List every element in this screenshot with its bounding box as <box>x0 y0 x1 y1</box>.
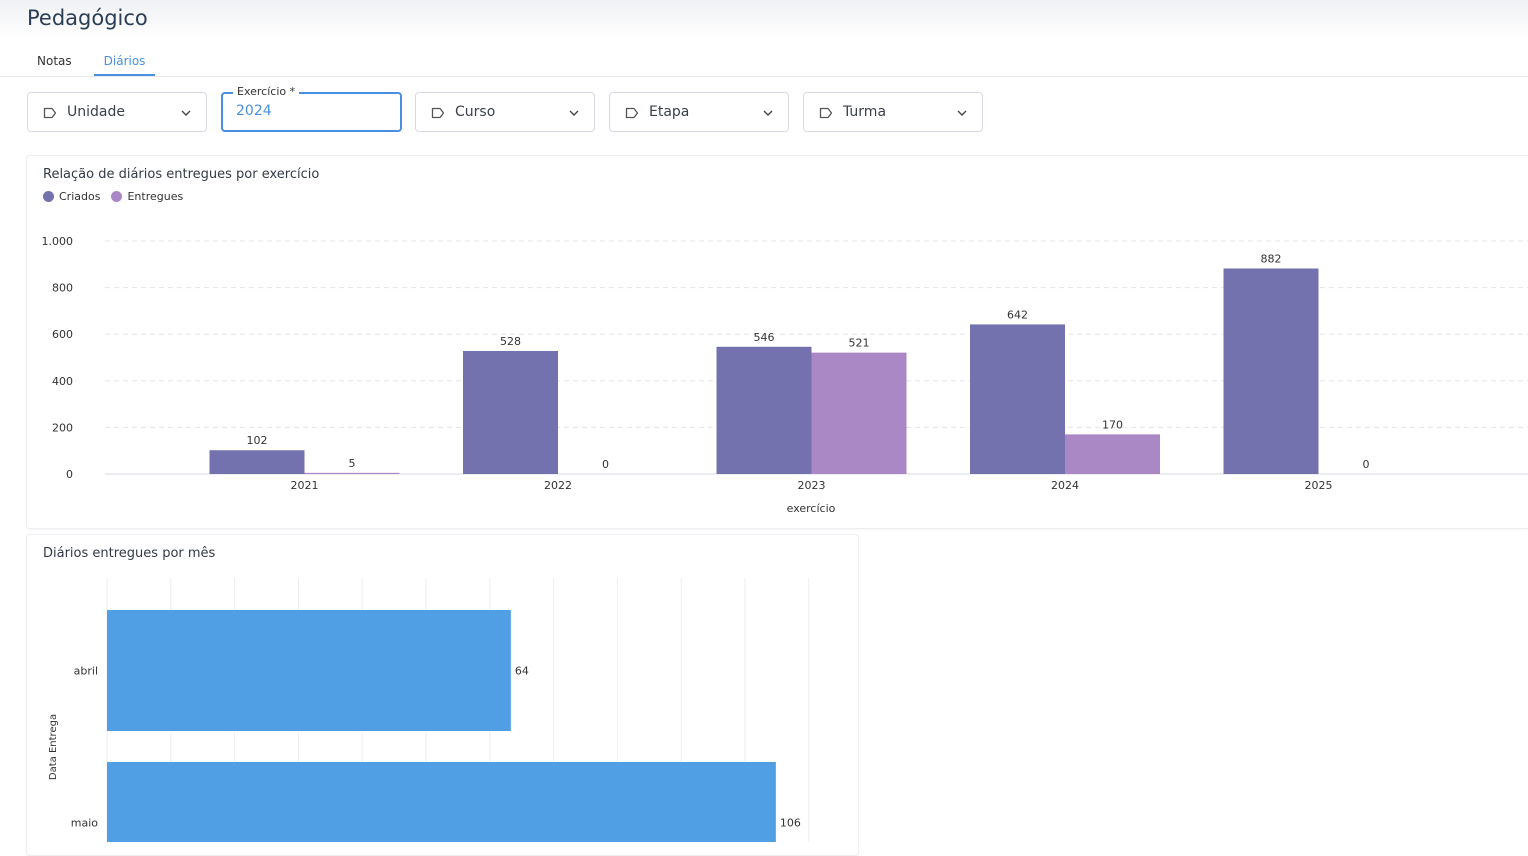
legend-item-entregues[interactable]: Entregues <box>111 190 183 203</box>
yearly-chart-card: Relação de diários entregues por exercíc… <box>26 155 1528 529</box>
y-tick-label: 600 <box>52 328 73 341</box>
chevron-down-icon <box>569 110 579 116</box>
y-tick-label: 0 <box>66 468 73 481</box>
x-tick-label: 2024 <box>1051 479 1079 492</box>
bar-entregues-2024 <box>1065 434 1160 474</box>
y-tick-label: maio <box>71 817 99 830</box>
y-tick-label: abril <box>74 665 98 678</box>
bar-entregues-2021 <box>304 472 400 474</box>
tag-icon <box>625 107 639 119</box>
data-label-criados-2021: 102 <box>247 434 268 447</box>
monthly-bar-chart: 64 abril 106 maio Data Entrega <box>48 578 810 842</box>
yearly-chart-title: Relação de diários entregues por exercíc… <box>43 167 320 182</box>
data-label-entregues-2021: 5 <box>349 457 356 470</box>
data-label-entregues-2022: 0 <box>602 458 609 471</box>
x-tick-label: 2025 <box>1305 479 1333 492</box>
data-label-criados-2023: 546 <box>754 331 775 344</box>
x-tick-label: 2021 <box>291 479 319 492</box>
monthly-chart-card: Diários entregues por mês 64 abril 106 maio… <box>26 534 859 856</box>
yearly-bar-chart: 0 200 400 600 800 1.000 102 5 2021 528 0 2022 546 521… <box>42 235 1528 515</box>
curso-label: Curso <box>455 104 496 120</box>
y-tick-label: 1.000 <box>42 235 74 248</box>
turma-select[interactable]: Turma <box>803 92 983 132</box>
unidade-select[interactable]: Unidade <box>27 92 207 132</box>
tag-icon <box>819 107 833 119</box>
curso-select[interactable]: Curso <box>415 92 595 132</box>
chevron-down-icon <box>181 110 191 116</box>
top-bar <box>0 0 1528 40</box>
data-label-entregues-2024: 170 <box>1102 418 1123 431</box>
exercicio-legend: Exercício * <box>233 85 300 98</box>
y-tick-label: 200 <box>52 421 73 434</box>
page-title: Pedagógico <box>27 6 148 30</box>
data-label-abril: 64 <box>515 665 529 678</box>
y-axis-title: Data Entrega <box>48 714 59 780</box>
tag-icon <box>431 107 445 119</box>
tab-notas[interactable]: Notas <box>37 54 72 68</box>
bar-criados-2023 <box>716 346 812 474</box>
legend-dot-criados <box>43 191 54 202</box>
y-tick-label: 800 <box>52 282 73 295</box>
bar-criados-2021 <box>209 450 305 474</box>
etapa-label: Etapa <box>649 104 690 120</box>
y-tick-label: 400 <box>52 375 73 388</box>
legend-label-criados: Criados <box>59 190 101 203</box>
legend-dot-entregues <box>111 191 123 202</box>
x-tick-label: 2023 <box>798 479 826 492</box>
data-label-criados-2025: 882 <box>1261 252 1282 265</box>
unidade-label: Unidade <box>67 104 125 120</box>
x-tick-label: 2022 <box>544 479 572 492</box>
chevron-down-icon <box>957 110 967 116</box>
etapa-select[interactable]: Etapa <box>609 92 789 132</box>
turma-label: Turma <box>843 104 887 120</box>
data-label-maio: 106 <box>780 817 801 830</box>
bar-criados-2025 <box>1223 268 1319 474</box>
x-axis-title: exercício <box>787 502 836 515</box>
legend-item-criados[interactable]: Criados <box>43 190 100 203</box>
monthly-chart-title: Diários entregues por mês <box>43 546 216 561</box>
tabs-divider <box>0 76 1528 77</box>
exercicio-input[interactable] <box>236 103 386 119</box>
tab-bar: Notas Diários <box>27 48 167 76</box>
bar-criados-2022 <box>463 350 558 474</box>
data-label-entregues-2023: 521 <box>849 337 870 350</box>
legend-label-entregues: Entregues <box>127 190 184 203</box>
tag-icon <box>43 107 57 119</box>
bar-entregues-2023 <box>811 352 907 474</box>
data-label-criados-2024: 642 <box>1007 308 1028 321</box>
tab-diarios[interactable]: Diários <box>93 48 156 76</box>
chevron-down-icon <box>763 110 773 116</box>
bar-abril <box>107 610 511 731</box>
data-label-entregues-2025: 0 <box>1363 458 1370 471</box>
exercicio-field[interactable]: Exercício * <box>221 85 402 132</box>
data-label-criados-2022: 528 <box>500 335 521 348</box>
yearly-chart-legend: Criados Entregues <box>43 190 194 203</box>
bar-maio <box>107 762 776 842</box>
bar-criados-2024 <box>970 324 1065 474</box>
